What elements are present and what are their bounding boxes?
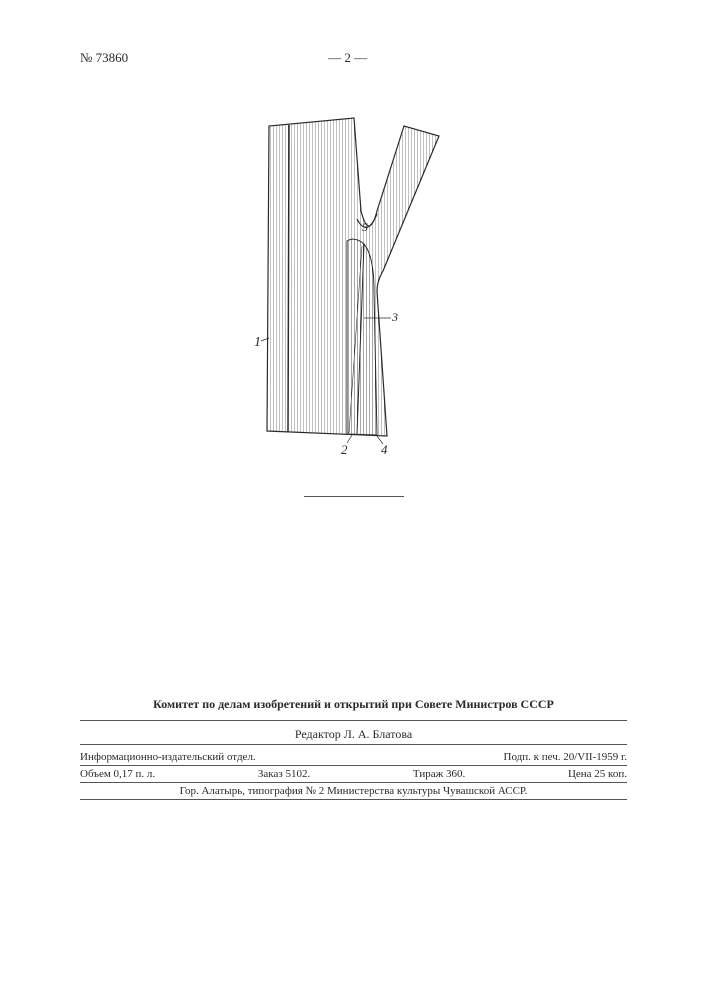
label-3: 3 <box>391 310 398 324</box>
page-container: № 73860 — 2 — 1 <box>0 0 707 1000</box>
label-2: 2 <box>341 442 348 456</box>
pub-info-row-2: Объем 0,17 п. л. Заказ 5102. Тираж 360. … <box>80 766 627 783</box>
pub-order: Заказ 5102. <box>258 768 310 780</box>
footer-block: Комитет по делам изобретений и открытий … <box>80 697 627 800</box>
leader-2 <box>347 435 352 443</box>
committee-rule <box>80 720 627 721</box>
pub-date: Подп. к печ. 20/VII-1959 г. <box>504 751 628 763</box>
seam-line-left <box>288 125 289 432</box>
editor-line: Редактор Л. А. Блатова <box>80 727 627 745</box>
header-row: № 73860 — 2 — <box>80 50 627 66</box>
pub-volume: Объем 0,17 п. л. <box>80 768 155 780</box>
label-1: 1 <box>254 335 261 350</box>
printer-line: Гор. Алатырь, типография № 2 Министерств… <box>80 783 627 800</box>
label-4: 4 <box>381 442 388 456</box>
pub-price: Цена 25 коп. <box>568 768 627 780</box>
technical-diagram: 1 5 3 2 4 <box>249 96 459 456</box>
label-5: 5 <box>362 220 368 234</box>
document-number: № 73860 <box>80 50 128 66</box>
pub-dept: Информационно-издательский отдел. <box>80 751 256 763</box>
committee-text: Комитет по делам изобретений и открытий … <box>80 697 627 712</box>
pub-tirage: Тираж 360. <box>413 768 465 780</box>
diagram-divider <box>304 496 404 497</box>
page-number: — 2 — <box>128 50 567 66</box>
diagram-container: 1 5 3 2 4 <box>80 96 627 456</box>
center-panel <box>347 239 377 435</box>
pub-info-row-1: Информационно-издательский отдел. Подп. … <box>80 749 627 766</box>
leader-4 <box>377 436 383 444</box>
